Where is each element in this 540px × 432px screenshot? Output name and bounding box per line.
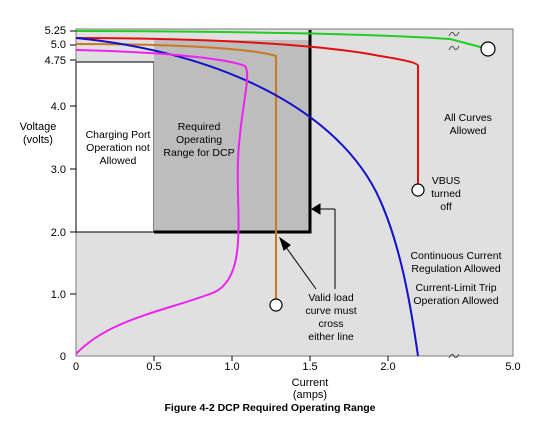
- blue-curve: [75, 37, 419, 357]
- svg-text:Continuous Current: Continuous Current: [410, 250, 501, 262]
- svg-text:Valid load: Valid load: [308, 292, 353, 304]
- x-tick-1-0: 1.0: [224, 361, 239, 373]
- x-axis-label-line1: Current: [292, 377, 329, 389]
- current-limit-label: Current-Limit Trip Operation Allowed: [413, 282, 498, 307]
- svg-text:turned: turned: [431, 188, 461, 200]
- orange-curve-endpoint: [269, 298, 283, 312]
- x-tick-0-5: 0.5: [146, 361, 161, 373]
- x-tick-1-5: 1.5: [302, 361, 317, 373]
- y-axis-label-line2: (volts): [23, 134, 53, 146]
- y-tick-5-0: 5.0: [51, 39, 66, 51]
- x-tick-2-0: 2.0: [380, 361, 395, 373]
- svg-text:Regulation Allowed: Regulation Allowed: [411, 263, 500, 275]
- y-tick-0: 0: [60, 351, 66, 363]
- x-tick-0: 0: [73, 361, 79, 373]
- magenta-curve: [75, 49, 249, 355]
- svg-text:cross: cross: [318, 318, 343, 330]
- y-tick-marks: [70, 30, 76, 295]
- orange-curve: [75, 43, 277, 305]
- x-tick-5-0: 5.0: [505, 361, 520, 373]
- x-tick-marks: [153, 356, 389, 361]
- y-tick-5-25: 5.25: [45, 25, 66, 37]
- y-tick-4-0: 4.0: [51, 101, 66, 113]
- svg-text:Range for DCP: Range for DCP: [163, 147, 234, 159]
- y-tick-4-75: 4.75: [45, 55, 66, 67]
- valid-load-curve-note: Valid load curve must cross either line: [305, 292, 356, 343]
- svg-text:Allowed: Allowed: [100, 155, 137, 167]
- svg-text:Operating: Operating: [176, 134, 222, 146]
- x-axis-ticks: 0 0.5 1.0 1.5 2.0 5.0: [73, 361, 521, 373]
- continuous-current-label: Continuous Current Regulation Allowed: [410, 250, 501, 275]
- svg-text:All Curves: All Curves: [444, 112, 492, 124]
- svg-text:VBUS: VBUS: [432, 175, 461, 187]
- region-not-allowed: [75, 61, 155, 233]
- all-curves-label: All Curves Allowed: [444, 112, 492, 137]
- y-tick-3-0: 3.0: [51, 164, 66, 176]
- svg-text:either line: either line: [308, 331, 354, 343]
- svg-text:Required: Required: [178, 121, 221, 133]
- svg-text:off: off: [440, 201, 452, 213]
- axis-break-marks: [448, 31, 460, 359]
- svg-text:Allowed: Allowed: [450, 125, 487, 137]
- y-axis-label-line1: Voltage: [20, 121, 57, 133]
- figure-caption: Figure 4-2 DCP Required Operating Range: [164, 402, 375, 414]
- svg-text:Operation not: Operation not: [86, 142, 150, 154]
- region-required: [154, 40, 310, 232]
- required-boundary-line: [154, 30, 312, 234]
- svg-text:curve must: curve must: [305, 305, 356, 317]
- valid-curve-arrows: [279, 203, 336, 290]
- svg-text:Charging Port: Charging Port: [86, 129, 151, 141]
- y-axis-ticks: 5.25 5.0 4.75 4.0 3.0 2.0 1.0 0: [45, 25, 66, 363]
- green-curve-endpoint: [480, 41, 496, 57]
- not-allowed-label: Charging Port Operation not Allowed: [86, 129, 151, 167]
- x-axis-label-line2: (amps): [293, 389, 327, 401]
- required-range-label: Required Operating Range for DCP: [163, 121, 234, 159]
- svg-text:Current-Limit Trip: Current-Limit Trip: [415, 282, 496, 294]
- red-curve-endpoint: [411, 183, 425, 197]
- green-curve: [75, 30, 489, 50]
- y-tick-2-0: 2.0: [51, 227, 66, 239]
- svg-text:Operation Allowed: Operation Allowed: [413, 295, 498, 307]
- vbus-off-label: VBUS turned off: [431, 175, 461, 213]
- red-curve: [75, 37, 419, 190]
- y-tick-1-0: 1.0: [51, 289, 66, 301]
